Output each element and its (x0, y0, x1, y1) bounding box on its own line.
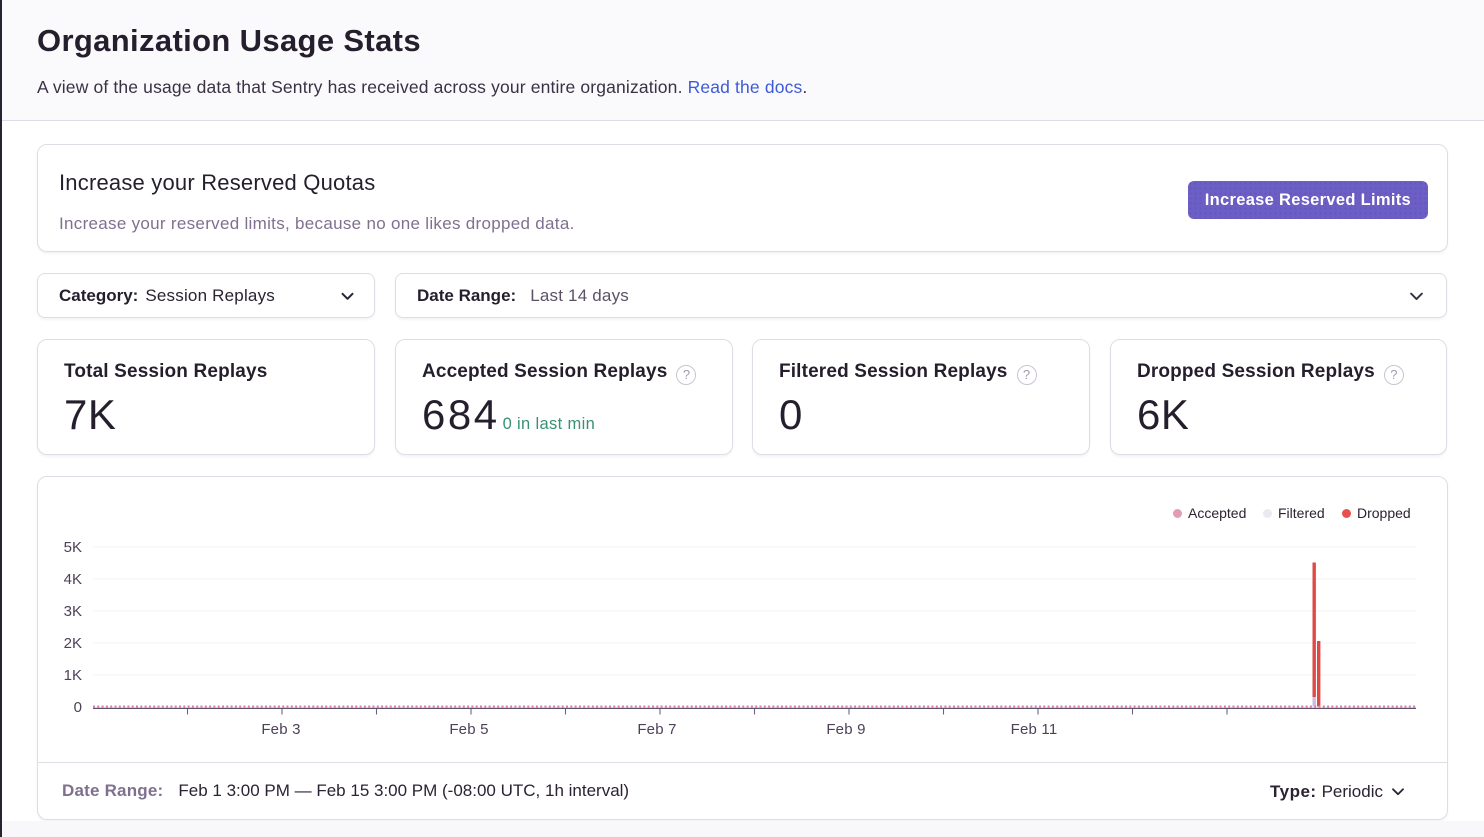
svg-text:Feb 9: Feb 9 (826, 721, 865, 738)
svg-text:Feb 7: Feb 7 (637, 721, 676, 738)
svg-text:1K: 1K (64, 667, 82, 684)
svg-text:3K: 3K (64, 603, 82, 620)
svg-text:5K: 5K (64, 539, 82, 556)
svg-text:Feb 3: Feb 3 (261, 721, 300, 738)
svg-text:Feb 5: Feb 5 (449, 721, 488, 738)
svg-text:2K: 2K (64, 635, 82, 652)
svg-text:0: 0 (74, 699, 82, 716)
svg-text:Feb 11: Feb 11 (1011, 721, 1058, 738)
svg-text:4K: 4K (64, 571, 82, 588)
